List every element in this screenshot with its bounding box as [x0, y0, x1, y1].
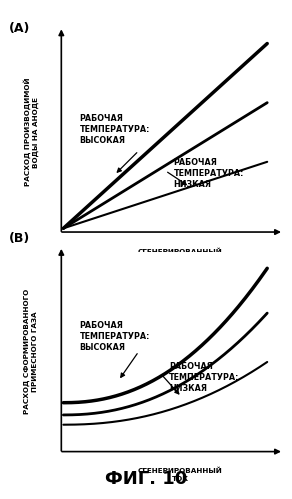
Text: СГЕНЕРИРОВАННЫЙ
ТОК: СГЕНЕРИРОВАННЫЙ ТОК: [138, 468, 223, 482]
Text: РАБОЧАЯ
ТЕМПЕРАТУРА:
ВЫСОКАЯ: РАБОЧАЯ ТЕМПЕРАТУРА: ВЫСОКАЯ: [80, 321, 150, 352]
Text: РАБОЧАЯ
ТЕМПЕРАТУРА:
НИЗКАЯ: РАБОЧАЯ ТЕМПЕРАТУРА: НИЗКАЯ: [173, 158, 244, 189]
Text: РАСХОД ПРОИЗВОДИМОЙ
ВОДЫ НА АНОДЕ: РАСХОД ПРОИЗВОДИМОЙ ВОДЫ НА АНОДЕ: [23, 78, 39, 187]
Text: (B): (B): [9, 232, 30, 245]
Text: (A): (A): [9, 22, 30, 35]
Text: ФИГ. 10: ФИГ. 10: [105, 470, 187, 488]
Text: РАСХОД СФОРМИРОВАННОГО
ПРИМЕСНОГО ГАЗА: РАСХОД СФОРМИРОВАННОГО ПРИМЕСНОГО ГАЗА: [24, 289, 38, 415]
Text: РАБОЧАЯ
ТЕМПЕРАТУРА:
НИЗКАЯ: РАБОЧАЯ ТЕМПЕРАТУРА: НИЗКАЯ: [169, 362, 240, 393]
Text: РАБОЧАЯ
ТЕМПЕРАТУРА:
ВЫСОКАЯ: РАБОЧАЯ ТЕМПЕРАТУРА: ВЫСОКАЯ: [80, 114, 150, 145]
Text: СГЕНЕРИРОВАННЫЙ
ТОК: СГЕНЕРИРОВАННЫЙ ТОК: [138, 248, 223, 262]
